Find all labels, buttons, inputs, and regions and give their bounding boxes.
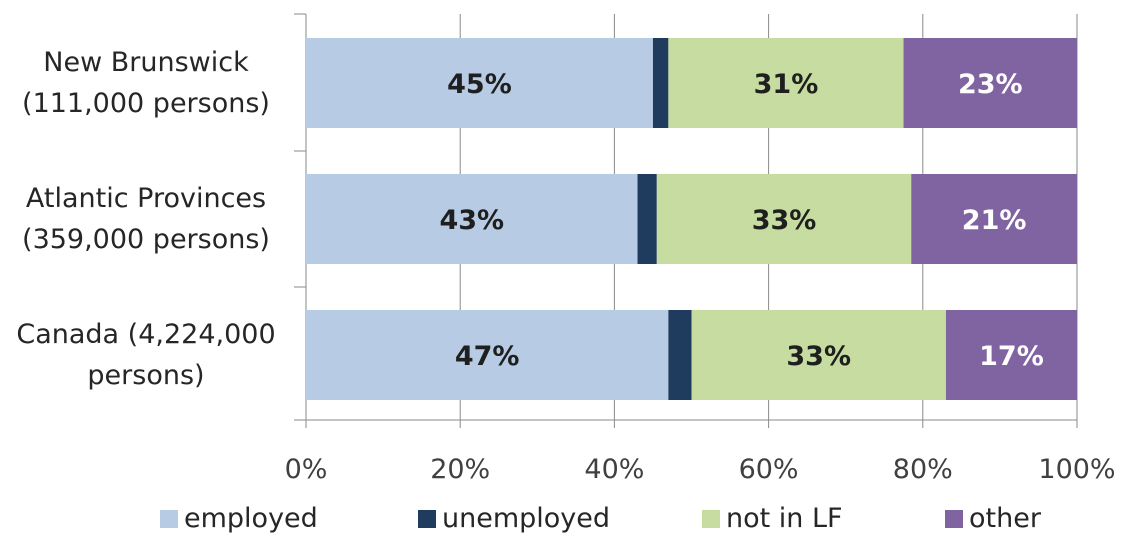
category-labels: New Brunswick (111,000 persons) Atlantic P… — [16, 47, 275, 391]
data-label: 17% — [979, 341, 1044, 372]
category-label: New Brunswick (111,000 persons) — [22, 47, 270, 119]
bar-segment-employed — [306, 38, 653, 128]
x-tick-label: 20% — [430, 454, 490, 485]
category-label-line: Canada (4,224,000 — [16, 319, 275, 350]
category-label: Atlantic Provinces (359,000 persons) — [22, 183, 270, 255]
legend-label: not in LF — [726, 503, 843, 534]
bar-segment-employed — [306, 310, 669, 400]
x-tick-label: 100% — [1038, 454, 1115, 485]
bar-segment-unemployed — [652, 38, 669, 128]
category-label-line: (359,000 persons) — [22, 224, 270, 255]
bar-segment-other — [945, 310, 1077, 400]
bar-segment-other — [903, 38, 1077, 128]
category-label-line: persons) — [87, 360, 204, 391]
legend-swatch — [418, 510, 436, 528]
bar-segment-other — [911, 174, 1077, 264]
legend-swatch — [945, 510, 963, 528]
bar-segment-unemployed — [637, 174, 657, 264]
legend-label: employed — [184, 503, 318, 534]
bar-segment-not-in-lf — [656, 174, 912, 264]
data-label: 45% — [447, 69, 512, 100]
bar-segment-not-in-lf — [691, 310, 946, 400]
x-tick-label: 60% — [739, 454, 799, 485]
data-label: 21% — [962, 205, 1027, 236]
bar-segment-unemployed — [668, 310, 692, 400]
data-label: 33% — [786, 341, 851, 372]
x-tick-label: 80% — [893, 454, 953, 485]
legend-swatch — [702, 510, 720, 528]
x-tick-label: 0% — [285, 454, 328, 485]
data-labels: 45% 31% 23% 43% 33% 21% 47% 33% 17% — [439, 69, 1043, 372]
legend-label: unemployed — [442, 503, 610, 534]
legend-label: other — [969, 503, 1042, 534]
data-label: 31% — [754, 69, 819, 100]
data-label: 33% — [752, 205, 817, 236]
category-label-line: Atlantic Provinces — [26, 183, 266, 214]
legend: employed unemployed not in LF other — [160, 503, 1042, 534]
bar-segment-employed — [306, 174, 638, 264]
category-label-line: (111,000 persons) — [22, 88, 270, 119]
legend-swatch — [160, 510, 178, 528]
data-label: 47% — [455, 341, 520, 372]
x-tick-labels: 0% 20% 40% 60% 80% 100% — [285, 454, 1116, 485]
category-label-line: New Brunswick — [43, 47, 249, 78]
category-label: Canada (4,224,000 persons) — [16, 319, 275, 391]
data-label: 23% — [958, 69, 1023, 100]
bar-segment-not-in-lf — [668, 38, 904, 128]
data-label: 43% — [439, 205, 504, 236]
x-tick-label: 40% — [584, 454, 644, 485]
bars — [306, 38, 1077, 400]
